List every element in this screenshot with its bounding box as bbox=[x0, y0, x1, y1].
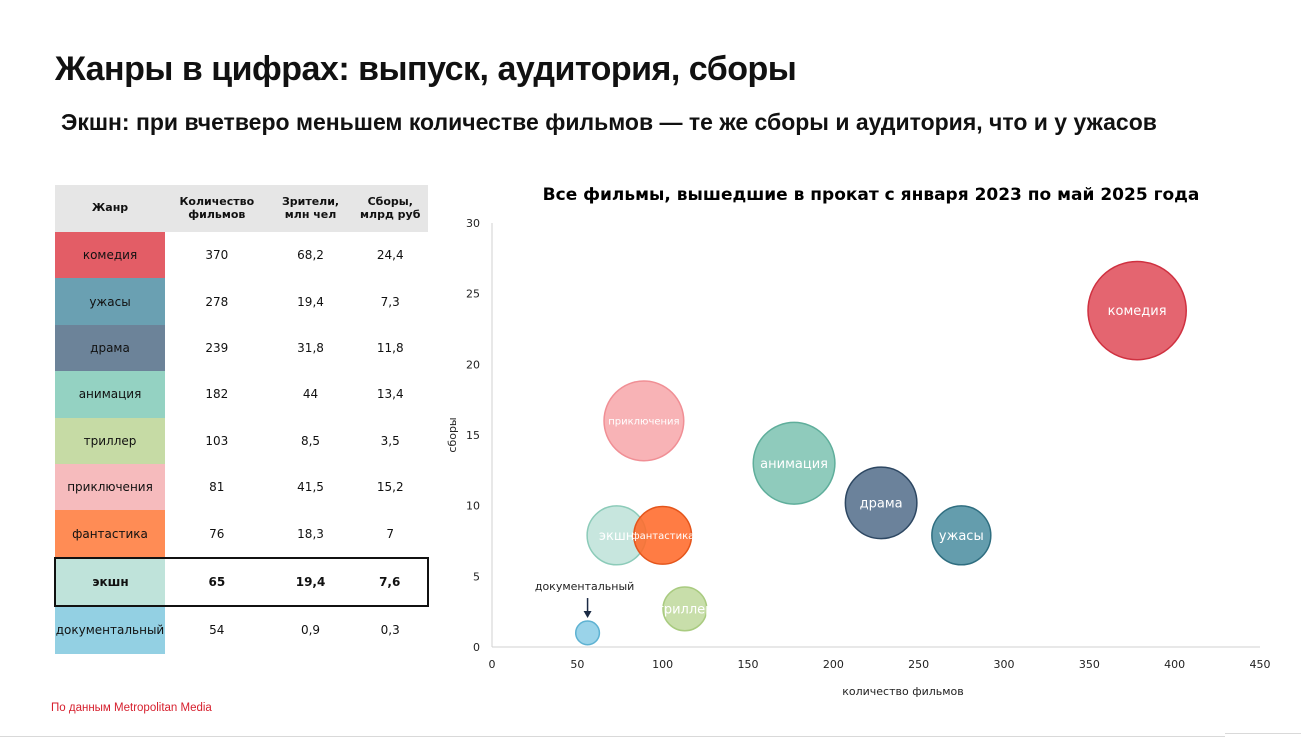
films-cell: 370 bbox=[205, 248, 229, 263]
table-row: приключения 81 41,5 15,2 bbox=[55, 463, 428, 511]
films-cell: 239 bbox=[205, 340, 229, 355]
x-tick-label: 350 bbox=[1079, 658, 1100, 671]
bubble-label: триллер bbox=[656, 602, 713, 617]
table-header-row: Жанр Количество фильмов Зрители, млн чел… bbox=[55, 185, 428, 232]
header-revenue: Сборы, млрд руб bbox=[352, 185, 428, 232]
x-tick-label: 50 bbox=[570, 658, 584, 671]
bubble-9 bbox=[574, 620, 601, 646]
genre-cell: комедия bbox=[55, 232, 165, 279]
genre-cell: ужасы bbox=[55, 278, 165, 325]
bubble-label: фантастика bbox=[631, 531, 694, 542]
x-tick-label: 200 bbox=[823, 658, 844, 671]
bubble-8 bbox=[662, 586, 708, 632]
revenue-cell: 0,3 bbox=[380, 623, 400, 638]
table-row: драма 239 31,8 11,8 bbox=[55, 324, 428, 372]
bubble-label: драма bbox=[860, 496, 903, 511]
table-row: экшн 65 19,4 7,6 bbox=[54, 556, 429, 608]
x-axis-label: количество фильмов bbox=[842, 685, 964, 698]
viewers-cell: 31,8 bbox=[297, 340, 324, 355]
x-tick-label: 0 bbox=[489, 658, 496, 671]
viewers-cell: 0,9 bbox=[300, 623, 321, 638]
chart-title: Все фильмы, вышедшие в прокат с января 2… bbox=[543, 185, 1200, 205]
genre-cell: фантастика bbox=[55, 510, 165, 558]
bubble-2 bbox=[603, 380, 685, 462]
bubble-1 bbox=[1087, 260, 1187, 361]
bubble-label: ужасы bbox=[939, 529, 984, 544]
viewers-cell: 44 bbox=[302, 387, 319, 402]
bubble-4 bbox=[844, 466, 918, 540]
revenue-cell: 11,8 bbox=[376, 340, 404, 355]
y-tick-label: 30 bbox=[466, 217, 480, 230]
films-cell: 81 bbox=[209, 480, 225, 495]
x-tick-label: 250 bbox=[908, 658, 929, 671]
y-axis-label: сборы bbox=[446, 417, 459, 452]
bubble-5 bbox=[931, 505, 992, 566]
viewers-cell: 41,5 bbox=[297, 480, 324, 495]
viewers-cell: 19,4 bbox=[297, 294, 324, 309]
bubble-7 bbox=[633, 505, 693, 565]
y-tick-label: 10 bbox=[466, 500, 480, 513]
bubble-label: приключения bbox=[608, 416, 679, 427]
bubble-label: экшн bbox=[599, 529, 634, 544]
annotation-arrow-head bbox=[583, 611, 592, 619]
y-tick-label: 0 bbox=[473, 641, 480, 654]
genre-cell: триллер bbox=[55, 417, 165, 464]
revenue-cell: 7 bbox=[386, 526, 395, 541]
page-subtitle: Экшн: при вчетверо меньшем количестве фи… bbox=[61, 109, 1157, 135]
bubble-3 bbox=[752, 421, 836, 505]
films-cell: 278 bbox=[205, 294, 229, 309]
header-films: Количество фильмов bbox=[165, 185, 269, 232]
genre-cell: анимация bbox=[55, 371, 165, 418]
films-cell: 182 bbox=[205, 387, 229, 402]
bubble-label: анимация bbox=[760, 457, 828, 472]
genre-cell: документальный bbox=[55, 606, 165, 654]
header-genre: Жанр bbox=[55, 185, 165, 232]
viewers-cell: 18,3 bbox=[297, 526, 324, 541]
table-row: комедия 370 68,2 24,4 bbox=[55, 232, 428, 279]
films-cell: 76 bbox=[209, 526, 225, 541]
viewers-cell: 68,2 bbox=[297, 248, 324, 263]
footer-divider-right bbox=[1225, 733, 1301, 734]
table-row: ужасы 278 19,4 7,3 bbox=[55, 278, 428, 325]
revenue-cell: 3,5 bbox=[380, 433, 400, 448]
y-tick-label: 20 bbox=[466, 358, 480, 371]
genre-cell: приключения bbox=[55, 463, 165, 511]
table-row: документальный 54 0,9 0,3 bbox=[55, 606, 428, 654]
genre-cell: драма bbox=[55, 324, 165, 372]
bubble-label: комедия bbox=[1108, 304, 1167, 319]
films-cell: 65 bbox=[165, 556, 269, 608]
revenue-cell: 15,2 bbox=[376, 480, 404, 495]
films-cell: 103 bbox=[205, 433, 229, 448]
x-tick-label: 150 bbox=[738, 658, 759, 671]
viewers-cell: 8,5 bbox=[300, 433, 321, 448]
x-tick-label: 400 bbox=[1164, 658, 1185, 671]
x-tick-label: 300 bbox=[994, 658, 1015, 671]
viewers-cell: 19,4 bbox=[268, 556, 353, 608]
genre-table: Жанр Количество фильмов Зрители, млн чел… bbox=[54, 185, 429, 654]
films-cell: 54 bbox=[209, 623, 225, 638]
table-row: триллер 103 8,5 3,5 bbox=[55, 417, 428, 464]
y-tick-label: 5 bbox=[473, 570, 480, 583]
table-row: фантастика 76 18,3 7 bbox=[55, 510, 428, 558]
x-tick-label: 450 bbox=[1250, 658, 1271, 671]
revenue-cell: 7,3 bbox=[380, 294, 400, 309]
footer-divider bbox=[0, 736, 1225, 737]
x-tick-label: 100 bbox=[652, 658, 673, 671]
y-tick-label: 15 bbox=[466, 429, 480, 442]
revenue-cell: 24,4 bbox=[376, 248, 404, 263]
page-title: Жанры в цифрах: выпуск, аудитория, сборы bbox=[55, 50, 797, 88]
source-note: По данным Metropolitan Media bbox=[51, 702, 212, 714]
header-viewers: Зрители, млн чел bbox=[268, 185, 353, 232]
table-row: анимация 182 44 13,4 bbox=[55, 371, 428, 418]
annotation-label: документальный bbox=[535, 580, 634, 593]
genre-cell: экшн bbox=[54, 556, 165, 608]
revenue-cell: 7,6 bbox=[352, 556, 429, 608]
revenue-cell: 13,4 bbox=[376, 387, 404, 402]
y-tick-label: 25 bbox=[466, 288, 480, 301]
